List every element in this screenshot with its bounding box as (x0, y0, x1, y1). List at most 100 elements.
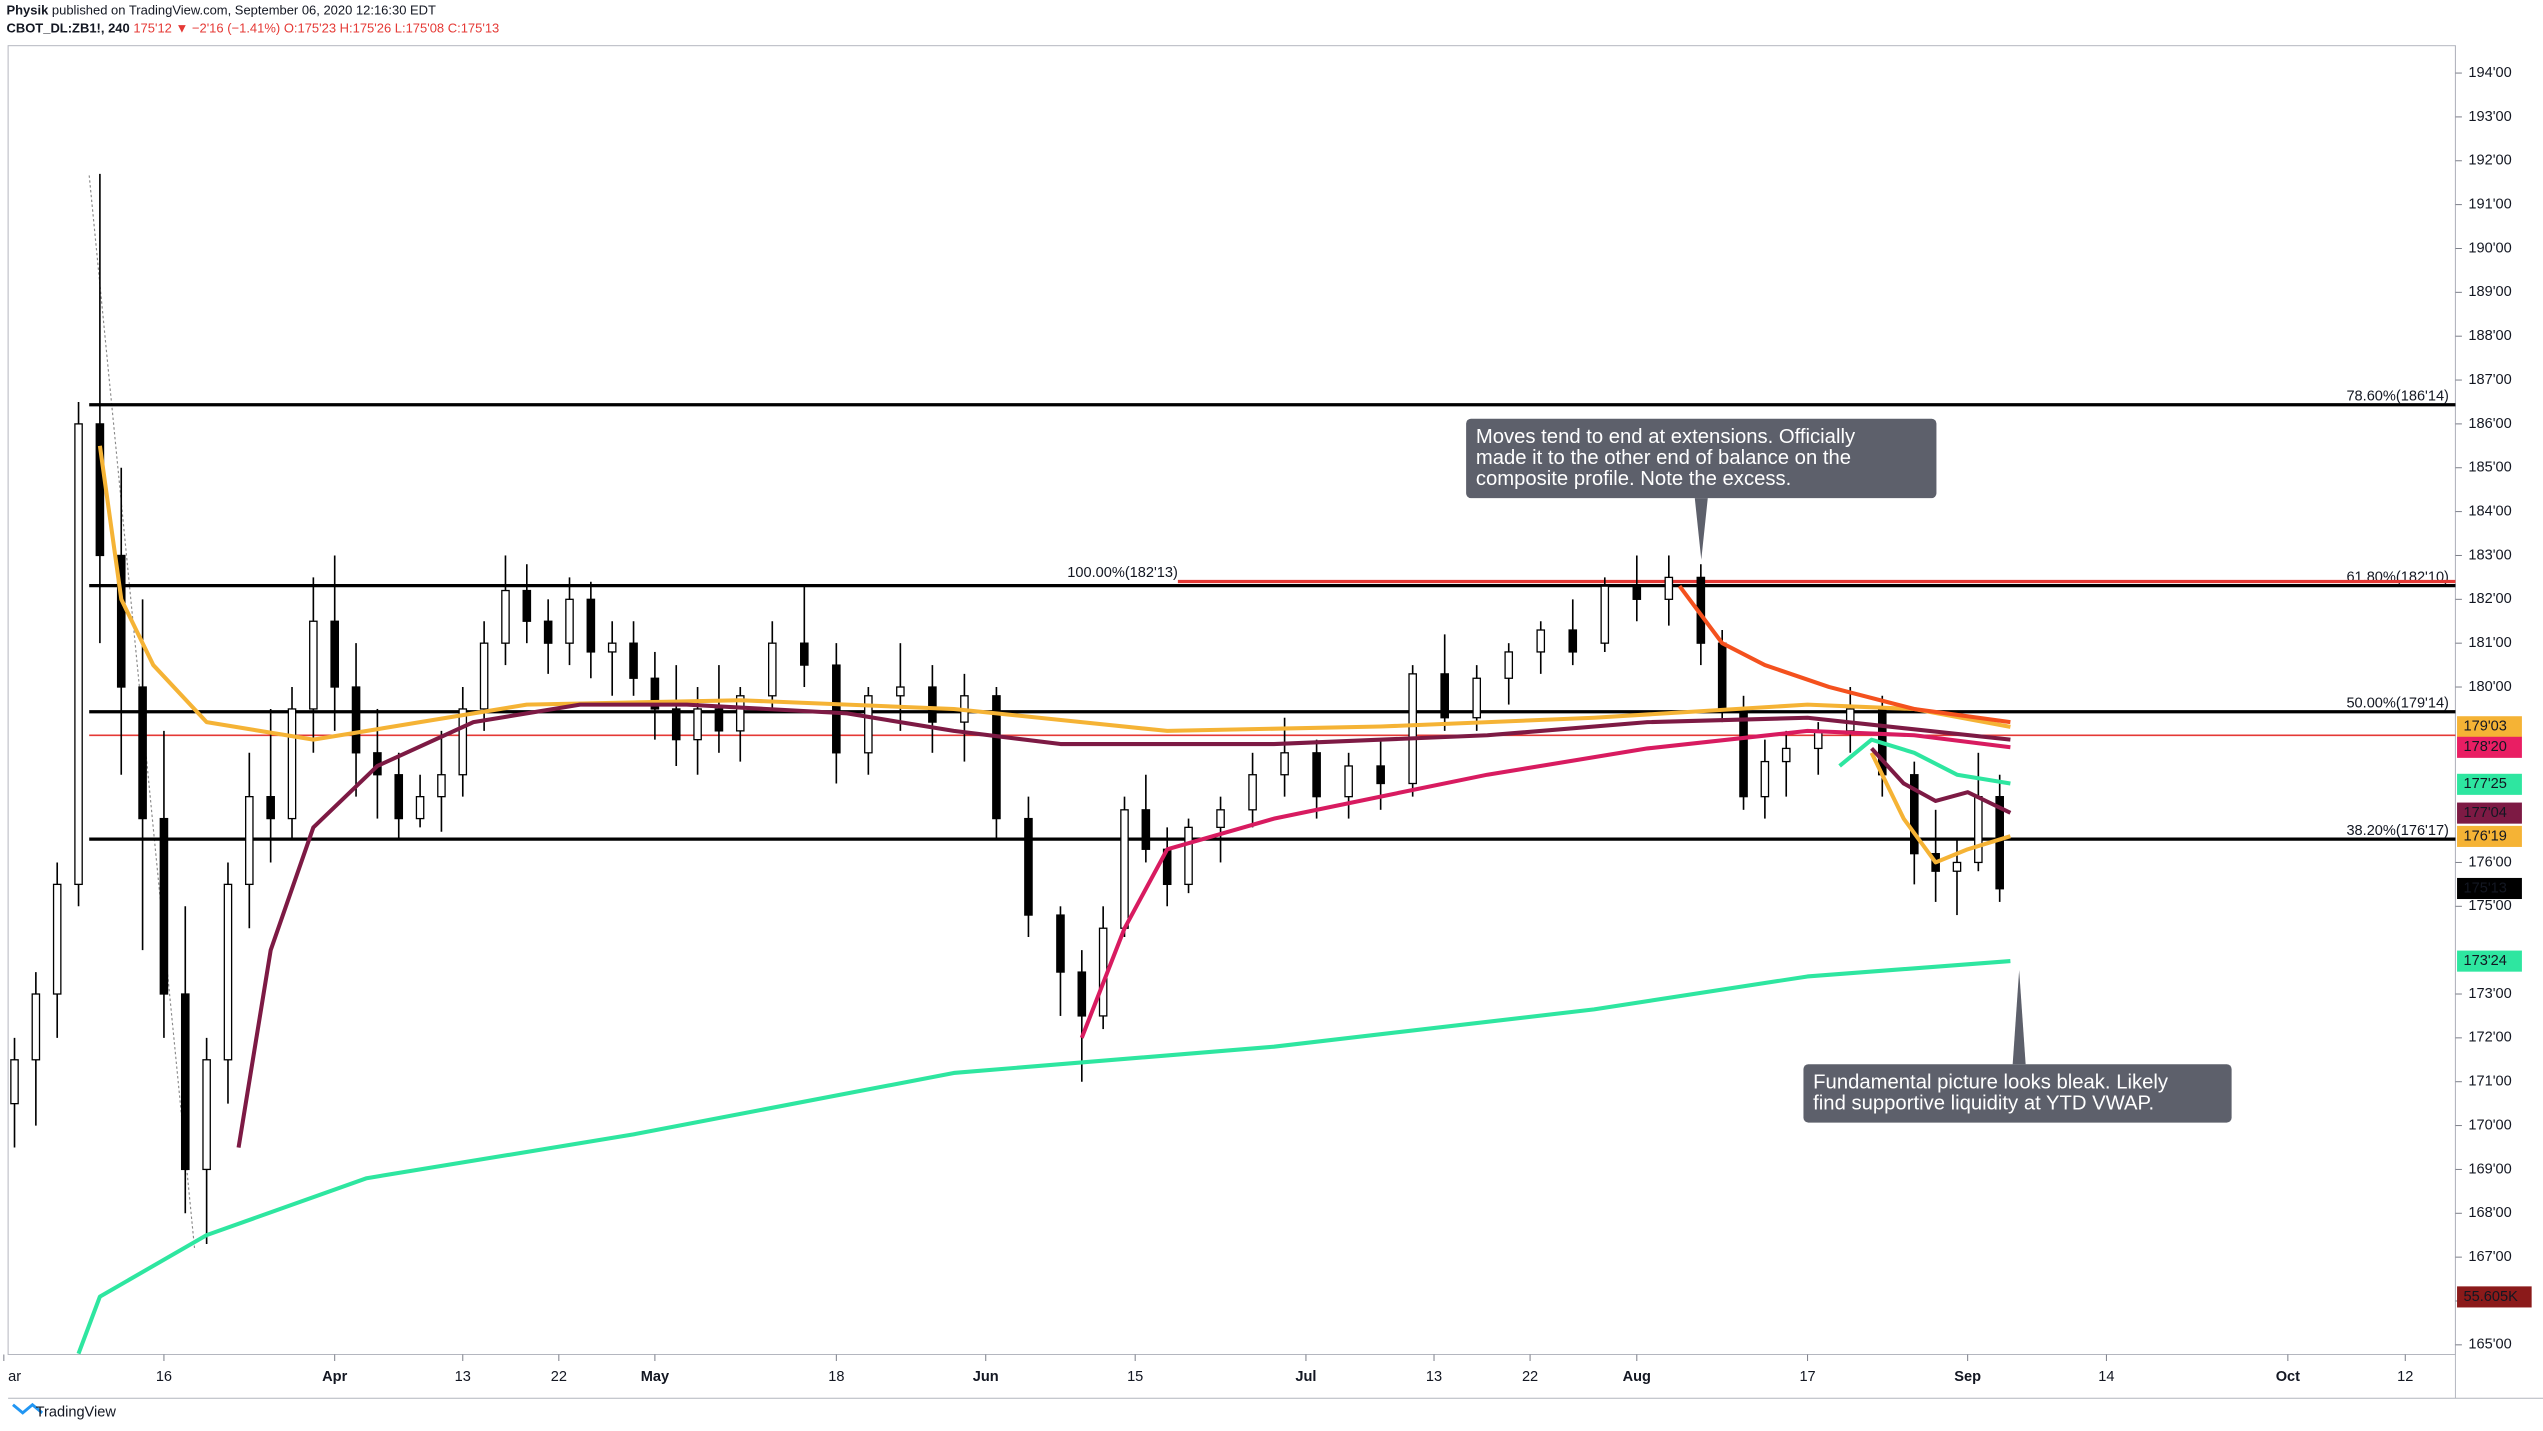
candle-body (31, 993, 41, 1061)
candle-body (586, 598, 596, 653)
candle-body (1216, 809, 1225, 829)
candle-body (351, 686, 361, 754)
candle-body (1184, 826, 1193, 886)
x-tick-label: 14 (2098, 1369, 2114, 1385)
candle-body (437, 774, 446, 798)
candle-body (1952, 861, 1962, 872)
level-label: 38.20%(176'17) (2346, 823, 2448, 839)
ohlc: H:175'26 (340, 21, 392, 36)
candle-body (223, 883, 233, 1061)
y-tick-label: 165'00 (2468, 1337, 2511, 1353)
ohlc: C:175'13 (448, 21, 500, 36)
candle-body (1141, 809, 1151, 850)
price-label-box (2457, 950, 2522, 972)
candle-body (1280, 752, 1289, 776)
y-tick-label: 181'00 (2468, 635, 2511, 651)
candle-body (1632, 585, 1642, 600)
annotation-pointer (1694, 498, 1708, 560)
x-tick-label: 17 (1799, 1369, 1815, 1385)
y-tick-label: 185'00 (2468, 460, 2511, 476)
price-label-box (2457, 736, 2522, 758)
annotation-box (1466, 418, 1937, 499)
x-tick-label: 13 (1426, 1369, 1442, 1385)
candle-body (650, 677, 660, 710)
candle-body (607, 642, 617, 653)
candle-body (565, 598, 574, 644)
candle-body (1995, 796, 2004, 890)
x-tick-label: Sep (1954, 1369, 1981, 1385)
price-label: 177'25 (2464, 776, 2507, 792)
price-label: 176'19 (2464, 828, 2507, 844)
candle-body (501, 589, 510, 644)
y-tick-label: 192'00 (2468, 153, 2511, 169)
logo (12, 1402, 44, 1415)
price-label-box (2457, 825, 2522, 847)
candle-body (202, 1059, 211, 1171)
candle-body (864, 695, 873, 754)
annotation-text: Fundamental picture looks bleak. Likely (1813, 1072, 2169, 1094)
candle-body (1077, 971, 1087, 1017)
candle-body (1408, 673, 1417, 785)
price-label: 175'13 (2464, 880, 2507, 896)
price-label: 173'24 (2464, 953, 2507, 969)
candle-body (287, 708, 297, 820)
x-tick-label: 22 (1522, 1369, 1538, 1385)
indicator-line (1870, 747, 2012, 815)
candle-body (95, 423, 105, 557)
candle-body (180, 993, 190, 1171)
y-tick-label: 188'00 (2468, 328, 2511, 344)
annotation-box (1803, 1064, 2232, 1123)
candle-body (1472, 677, 1482, 719)
indicator-line (1838, 737, 2011, 786)
x-tick-label: 16 (156, 1369, 172, 1385)
candle-body (159, 817, 169, 995)
x-tick-label: 12 (2397, 1369, 2413, 1385)
candle-body (1813, 730, 1823, 750)
x-tick-label: 13 (455, 1369, 471, 1385)
annotation-text: Moves tend to end at extensions. Officia… (1476, 426, 1856, 448)
x-tick-label: 15 (1127, 1369, 1143, 1385)
x-tick-label: Oct (2276, 1369, 2300, 1385)
candle-body (896, 686, 905, 697)
y-tick-label: 171'00 (2468, 1074, 2511, 1090)
annotation-text: made it to the other end of balance on t… (1476, 447, 1851, 469)
candle-body (74, 423, 83, 886)
candle-body (1717, 642, 1727, 710)
price-label: 179'03 (2464, 719, 2507, 735)
price-label: 178'20 (2464, 739, 2507, 755)
candle-body (800, 642, 809, 666)
price-label-box (2457, 716, 2522, 738)
candle-body (10, 1059, 19, 1105)
y-tick-label: 175'00 (2468, 898, 2511, 914)
y-tick-label: 186'00 (2468, 416, 2511, 432)
x-tick-label: ar (8, 1369, 21, 1385)
header-line-2: CBOT_DL:ZB1!, 240 175'12 ▼ −2'16 (−1.41%… (6, 21, 499, 36)
price-label: 177'04 (2464, 805, 2507, 821)
candle-body (138, 686, 147, 820)
candle-body (992, 695, 1001, 820)
annotation-text: find supportive liquidity at YTD VWAP. (1813, 1093, 2154, 1115)
candle-body (309, 620, 318, 710)
candle-body (714, 708, 724, 732)
candle-body (415, 796, 425, 820)
volume-label: 55.605K (2464, 1289, 2519, 1305)
x-tick-label: Jul (1295, 1369, 1316, 1385)
x-tick-label: Apr (322, 1369, 347, 1385)
candle-body (1739, 708, 1748, 798)
candle-body (735, 695, 745, 732)
indicator-line (1079, 728, 2011, 1039)
y-tick-label: 180'00 (2468, 679, 2511, 695)
candle-body (1781, 747, 1791, 763)
indicator-line (97, 445, 2011, 742)
candle-body (1600, 585, 1610, 644)
candle-body (832, 664, 841, 754)
x-tick-label: Aug (1623, 1369, 1651, 1385)
y-tick-label: 168'00 (2468, 1205, 2511, 1221)
candle-body (266, 796, 275, 820)
x-tick-label: May (641, 1369, 670, 1385)
annotation-text: composite profile. Note the excess. (1476, 468, 1791, 490)
price-label-box (2457, 773, 2522, 795)
y-tick-label: 184'00 (2468, 503, 2511, 519)
